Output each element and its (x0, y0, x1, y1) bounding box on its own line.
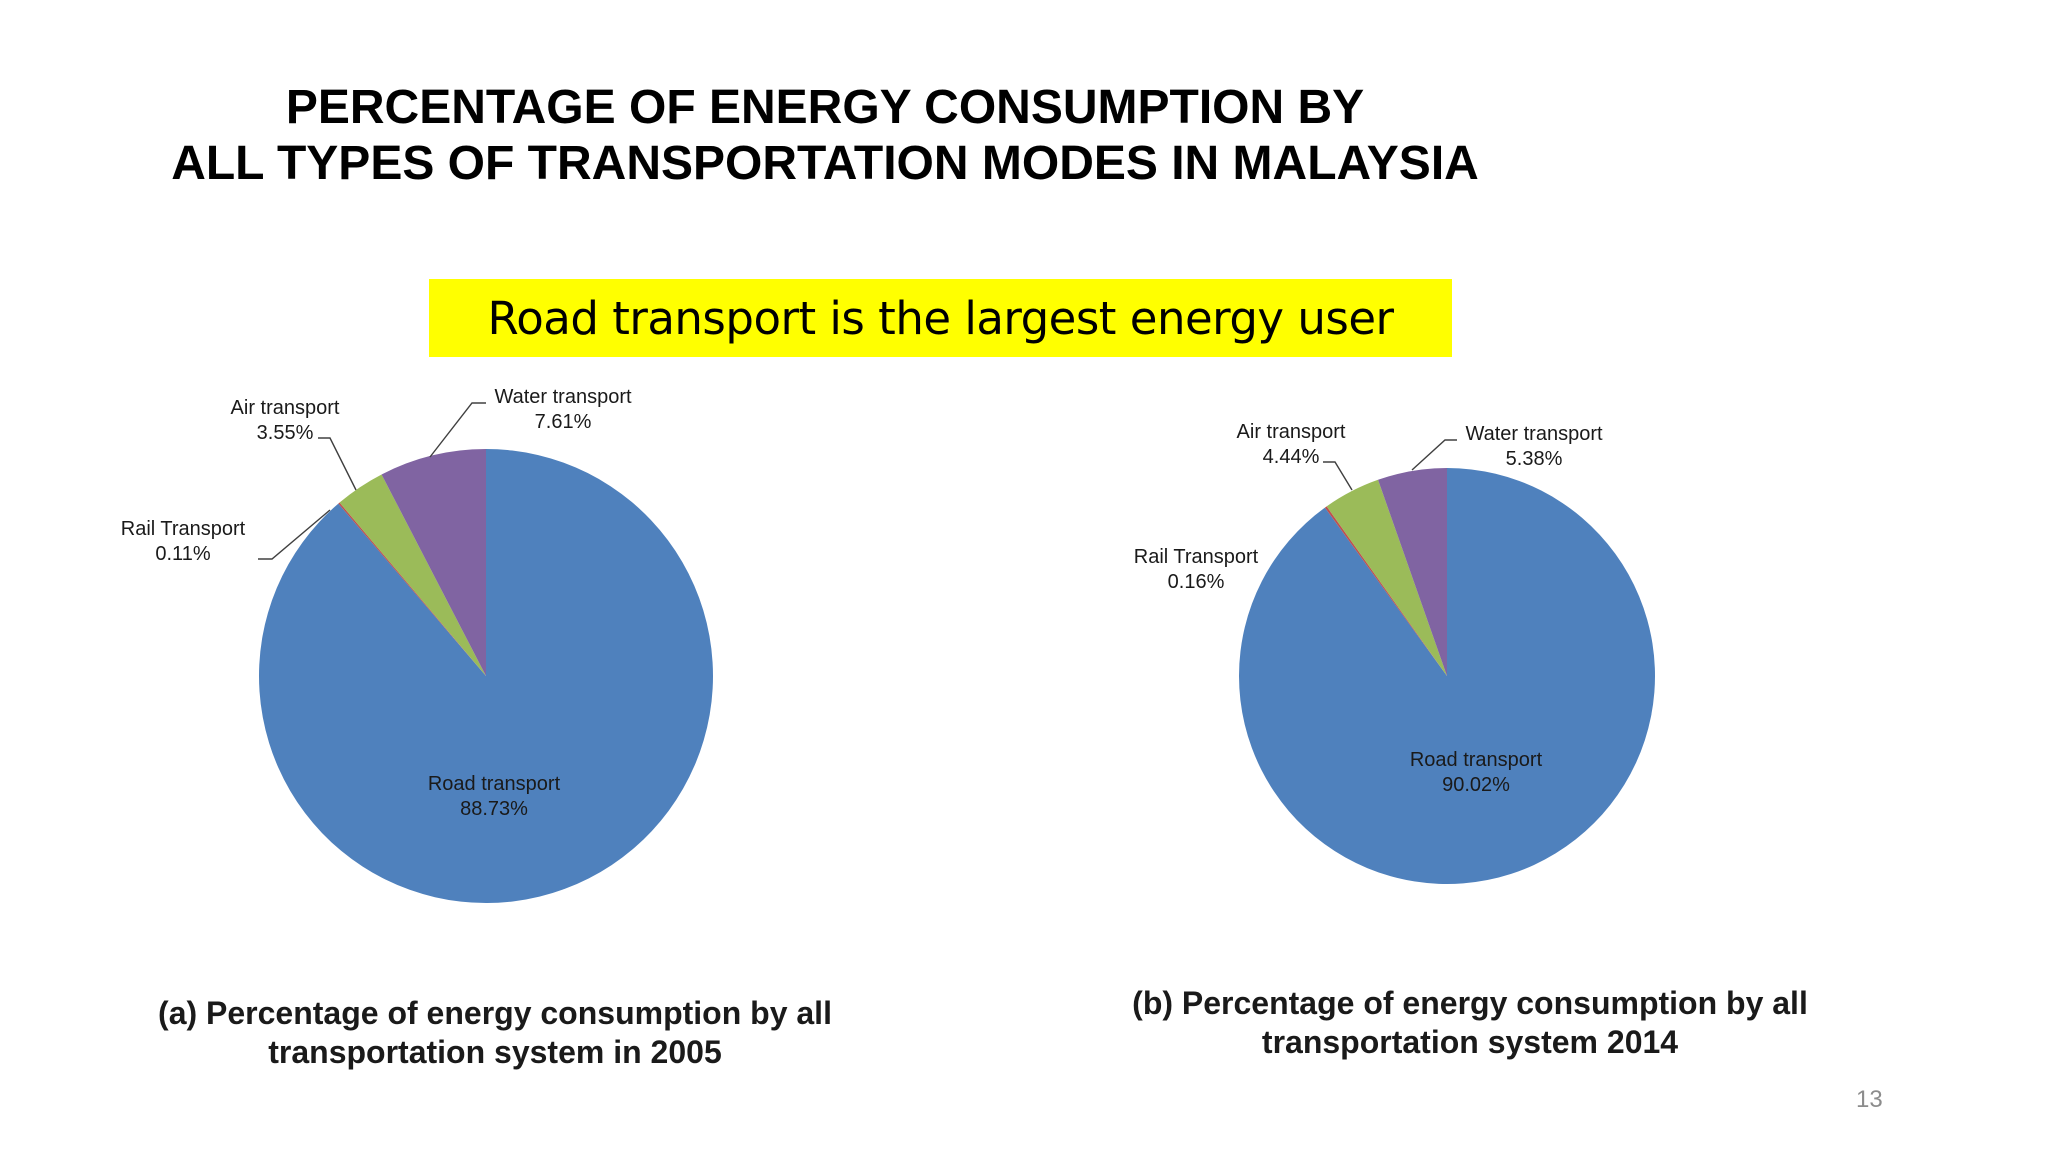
slice-road-transport (1239, 467, 1656, 884)
slice-rail-transport (338, 502, 486, 676)
slide-title: PERCENTAGE OF ENERGY CONSUMPTION BY ALL … (100, 80, 1550, 192)
page-number: 13 (1856, 1086, 1883, 1113)
slice-name-label: Road transport (1410, 749, 1543, 771)
highlight-banner: Road transport is the largest energy use… (429, 279, 1452, 357)
slice-water-transport (1378, 468, 1447, 676)
slice-value-label: 4.44% (1263, 446, 1320, 468)
leader-line-rail-transport (258, 509, 331, 560)
slice-name-label: Water transport (1465, 423, 1603, 445)
slice-value-label: 88.73% (460, 798, 528, 820)
slice-name-label: Water transport (494, 386, 632, 408)
slice-value-label: 5.38% (1506, 448, 1563, 470)
leader-line-air-transport (318, 437, 357, 491)
slice-value-label: 3.55% (257, 422, 314, 444)
slice-value-label: 0.16% (1168, 571, 1225, 593)
caption-2014-line-2: transportation system 2014 (1261, 1024, 1679, 1060)
slice-rail-transport (1324, 506, 1447, 676)
leader-line-air-transport (1323, 461, 1353, 491)
slice-air-transport (339, 474, 486, 676)
slice-name-label: Rail Transport (121, 518, 246, 540)
caption-2005: (a) Percentage of energy consumption by … (110, 994, 880, 1072)
caption-2005-line-2: transportation system in 2005 (268, 1034, 722, 1070)
title-line-1: PERCENTAGE OF ENERGY CONSUMPTION BY (285, 81, 1365, 134)
slice-water-transport (381, 449, 486, 676)
slice-name-label: Rail Transport (1134, 546, 1259, 568)
slice-name-label: Road transport (428, 773, 561, 795)
slice-name-label: Air transport (231, 397, 340, 419)
slice-value-label: 7.61% (535, 411, 592, 433)
banner-text: Road transport is the largest energy use… (487, 291, 1394, 345)
leader-line-water-transport (429, 402, 486, 458)
caption-2014-line-1: (b) Percentage of energy consumption by … (1132, 985, 1808, 1021)
slice-air-transport (1326, 479, 1447, 676)
caption-2005-line-1: (a) Percentage of energy consumption by … (158, 995, 832, 1031)
caption-2014: (b) Percentage of energy consumption by … (1080, 984, 1860, 1062)
slice-value-label: 90.02% (1442, 774, 1510, 796)
slice-name-label: Air transport (1237, 421, 1346, 443)
title-line-2: ALL TYPES OF TRANSPORTATION MODES IN MAL… (171, 137, 1479, 190)
slice-value-label: 0.11% (155, 543, 210, 565)
leader-line-water-transport (1411, 439, 1457, 471)
